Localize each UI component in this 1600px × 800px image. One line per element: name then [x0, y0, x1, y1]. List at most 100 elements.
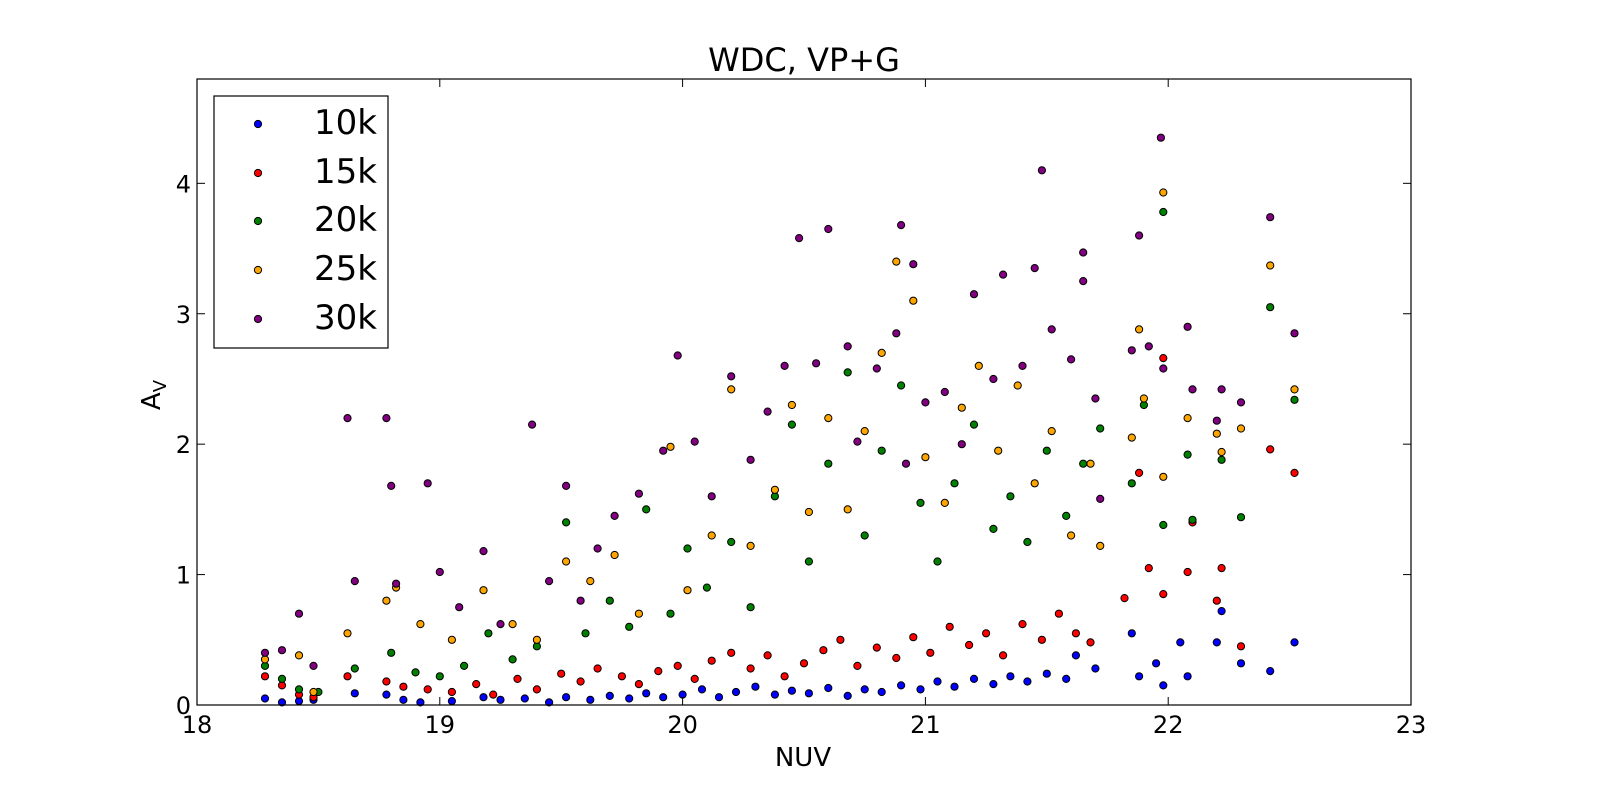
- data-point-10k: [382, 690, 391, 699]
- data-point-30k: [1183, 322, 1192, 331]
- data-point-25k: [892, 257, 901, 266]
- data-point-30k: [727, 372, 736, 381]
- data-point-20k: [683, 544, 692, 553]
- data-point-30k: [824, 224, 833, 234]
- data-point-25k: [957, 403, 966, 412]
- data-point-25k: [309, 687, 318, 697]
- data-point-25k: [909, 296, 918, 305]
- data-point-20k: [860, 531, 869, 540]
- data-point-25k: [770, 485, 780, 494]
- data-point-20k: [1188, 515, 1197, 524]
- data-point-30k: [1079, 277, 1088, 286]
- data-point-30k: [1127, 346, 1136, 355]
- data-point-10k: [1152, 659, 1161, 668]
- data-point-30k: [690, 437, 699, 446]
- data-point-15k: [654, 667, 663, 676]
- data-point-30k: [562, 481, 571, 490]
- data-point-15k: [557, 669, 566, 678]
- data-point-30k: [1217, 385, 1226, 394]
- data-point-20k: [350, 664, 359, 673]
- data-point-30k: [496, 620, 505, 629]
- x-tick-label: 18: [182, 711, 213, 739]
- data-point-15k: [1236, 642, 1246, 651]
- data-point-30k: [872, 364, 881, 373]
- data-point-30k: [576, 596, 585, 605]
- data-point-15k: [617, 672, 627, 681]
- data-point-10k: [843, 691, 852, 701]
- data-point-15k: [513, 674, 522, 684]
- data-point-30k: [1236, 398, 1246, 407]
- data-point-10k: [787, 686, 797, 695]
- data-point-25k: [532, 635, 542, 644]
- data-point-20k: [411, 668, 420, 677]
- data-point-15k: [945, 622, 954, 631]
- legend-marker-30k: [253, 314, 263, 324]
- data-point-10k: [933, 677, 942, 686]
- data-point-25k: [447, 635, 456, 644]
- data-point-10k: [989, 680, 998, 689]
- data-point-15k: [999, 651, 1008, 660]
- legend-marker-10k: [253, 119, 263, 129]
- data-point-15k: [1159, 590, 1168, 599]
- data-point-30k: [1266, 213, 1275, 222]
- data-point-15k: [673, 661, 682, 671]
- data-point-10k: [1236, 659, 1246, 668]
- data-point-15k: [1217, 564, 1226, 573]
- data-point-30k: [901, 459, 911, 468]
- x-tick-label: 23: [1396, 711, 1427, 739]
- data-point-30k: [1156, 133, 1166, 142]
- data-point-15k: [382, 677, 391, 686]
- data-point-20k: [702, 583, 712, 592]
- data-point-15k: [593, 664, 602, 673]
- data-point-20k: [1236, 513, 1246, 522]
- data-point-20k: [1183, 450, 1192, 459]
- data-point-25k: [877, 348, 886, 357]
- data-point-20k: [562, 518, 571, 527]
- data-point-10k: [877, 687, 886, 697]
- data-point-20k: [877, 446, 886, 455]
- legend-label-15k: 15k: [314, 152, 377, 192]
- data-point-20k: [277, 674, 287, 684]
- data-point-15k: [892, 653, 901, 663]
- data-point-20k: [1217, 455, 1226, 464]
- data-point-25k: [994, 446, 1003, 455]
- data-point-30k: [957, 440, 966, 449]
- data-point-25k: [974, 361, 983, 370]
- series-30k: [260, 133, 1299, 671]
- series-25k: [260, 188, 1299, 697]
- data-point-10k: [496, 695, 505, 704]
- data-point-25k: [824, 414, 833, 423]
- data-point-20k: [508, 655, 517, 664]
- data-point-25k: [1139, 394, 1149, 403]
- data-point-30k: [350, 577, 359, 586]
- data-point-30k: [1030, 264, 1039, 273]
- data-point-25k: [1135, 325, 1144, 334]
- data-point-15k: [1086, 638, 1095, 647]
- data-point-10k: [1006, 672, 1015, 681]
- data-point-30k: [294, 609, 304, 618]
- data-point-25k: [787, 400, 797, 410]
- data-point-30k: [1290, 329, 1299, 338]
- data-point-10k: [625, 694, 634, 703]
- chart-title: WDC, VP+G: [708, 41, 900, 79]
- data-point-15k: [399, 682, 408, 691]
- data-point-30k: [610, 511, 619, 521]
- data-point-25k: [1047, 427, 1056, 436]
- data-point-10k: [1176, 638, 1185, 647]
- data-point-30k: [1188, 385, 1197, 394]
- data-point-15k: [1018, 620, 1027, 629]
- data-point-30k: [1212, 416, 1221, 425]
- x-tick-label: 22: [1153, 711, 1184, 739]
- data-point-15k: [343, 672, 352, 681]
- plot-frame: [196, 78, 1412, 706]
- data-point-10k: [545, 698, 554, 707]
- data-point-15k: [423, 685, 432, 694]
- data-point-20k: [950, 479, 959, 488]
- data-point-30k: [479, 547, 488, 556]
- data-point-30k: [746, 455, 755, 464]
- data-point-20k: [1042, 446, 1051, 455]
- data-point-25k: [479, 586, 488, 595]
- data-point-15k: [489, 690, 498, 699]
- legend-marker-15k: [253, 168, 263, 178]
- data-point-10k: [860, 685, 869, 694]
